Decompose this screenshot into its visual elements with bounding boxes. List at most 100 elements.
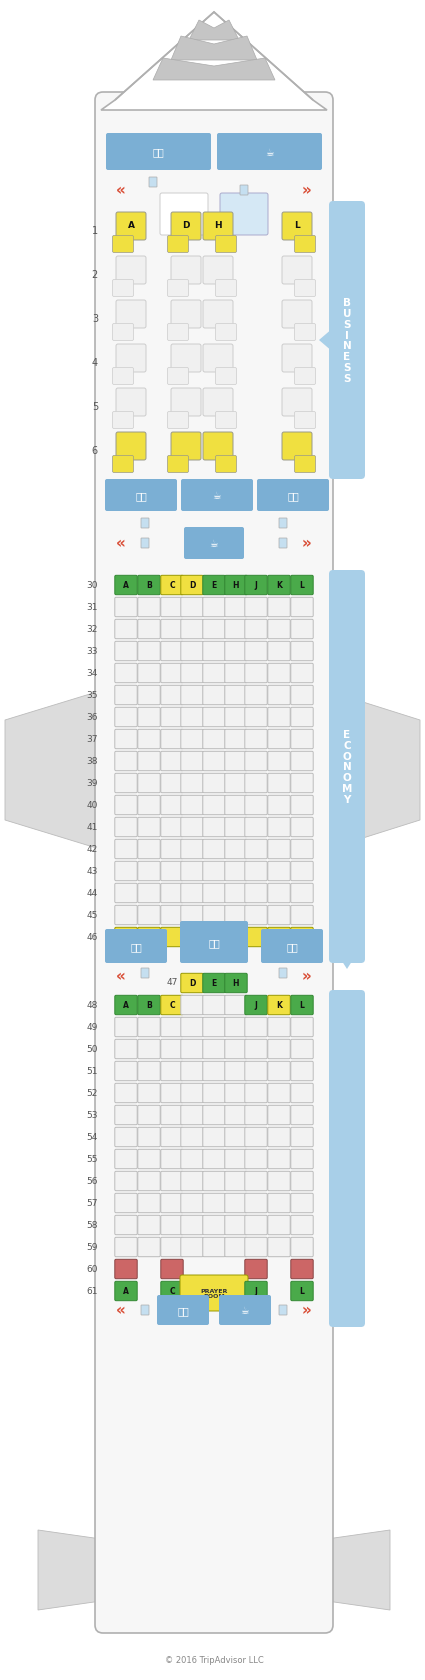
FancyBboxPatch shape [167, 412, 189, 430]
FancyBboxPatch shape [181, 840, 203, 858]
Text: 33: 33 [87, 647, 98, 657]
Text: «: « [116, 1302, 126, 1317]
FancyBboxPatch shape [105, 929, 167, 963]
FancyBboxPatch shape [167, 324, 189, 341]
Text: K: K [276, 1001, 282, 1010]
Text: D: D [189, 581, 195, 590]
Text: 48: 48 [87, 1001, 98, 1010]
FancyBboxPatch shape [141, 968, 149, 978]
Polygon shape [208, 220, 220, 239]
FancyBboxPatch shape [268, 1193, 290, 1213]
FancyBboxPatch shape [161, 906, 183, 926]
FancyBboxPatch shape [203, 213, 233, 240]
FancyBboxPatch shape [203, 996, 225, 1015]
FancyBboxPatch shape [157, 1295, 209, 1326]
FancyBboxPatch shape [203, 840, 225, 858]
FancyBboxPatch shape [115, 598, 137, 617]
FancyBboxPatch shape [203, 774, 225, 793]
FancyBboxPatch shape [291, 818, 313, 837]
Text: »: » [302, 1302, 312, 1317]
FancyBboxPatch shape [215, 324, 236, 341]
Text: 56: 56 [87, 1176, 98, 1186]
FancyBboxPatch shape [240, 186, 248, 197]
FancyBboxPatch shape [171, 433, 201, 460]
Text: L: L [300, 1001, 304, 1010]
Text: ⛺⛺: ⛺⛺ [130, 941, 142, 951]
FancyBboxPatch shape [282, 301, 312, 329]
FancyBboxPatch shape [181, 862, 203, 882]
FancyBboxPatch shape [215, 237, 236, 254]
FancyBboxPatch shape [291, 1062, 313, 1080]
FancyBboxPatch shape [268, 729, 290, 749]
Text: 44: 44 [87, 889, 98, 899]
FancyBboxPatch shape [291, 840, 313, 858]
Text: 36: 36 [87, 712, 98, 722]
FancyBboxPatch shape [203, 344, 233, 373]
FancyBboxPatch shape [181, 1149, 203, 1169]
FancyBboxPatch shape [203, 1127, 225, 1147]
FancyBboxPatch shape [268, 1018, 290, 1037]
Text: C: C [169, 1001, 175, 1010]
FancyBboxPatch shape [181, 774, 203, 793]
FancyBboxPatch shape [203, 1084, 225, 1104]
Text: H: H [233, 979, 239, 988]
FancyBboxPatch shape [245, 598, 267, 617]
FancyBboxPatch shape [115, 927, 137, 948]
FancyBboxPatch shape [115, 1105, 137, 1126]
FancyBboxPatch shape [203, 1149, 225, 1169]
FancyBboxPatch shape [291, 927, 313, 948]
FancyBboxPatch shape [161, 1282, 183, 1300]
FancyBboxPatch shape [115, 576, 137, 595]
FancyBboxPatch shape [113, 281, 133, 297]
FancyBboxPatch shape [138, 774, 160, 793]
FancyBboxPatch shape [181, 729, 203, 749]
FancyBboxPatch shape [171, 344, 201, 373]
FancyBboxPatch shape [203, 1171, 225, 1191]
FancyBboxPatch shape [138, 1238, 160, 1257]
Text: 50: 50 [87, 1045, 98, 1053]
Text: 42: 42 [87, 845, 98, 853]
Text: 34: 34 [87, 669, 98, 679]
FancyBboxPatch shape [295, 457, 315, 474]
FancyBboxPatch shape [282, 388, 312, 417]
FancyBboxPatch shape [291, 685, 313, 706]
Polygon shape [333, 948, 361, 969]
FancyBboxPatch shape [181, 796, 203, 815]
Polygon shape [171, 37, 257, 60]
FancyBboxPatch shape [116, 388, 146, 417]
FancyBboxPatch shape [138, 576, 160, 595]
FancyBboxPatch shape [161, 1062, 183, 1080]
FancyBboxPatch shape [225, 862, 247, 882]
Polygon shape [208, 265, 220, 282]
FancyBboxPatch shape [295, 237, 315, 254]
FancyBboxPatch shape [245, 707, 267, 727]
FancyBboxPatch shape [115, 1062, 137, 1080]
FancyBboxPatch shape [138, 753, 160, 771]
FancyBboxPatch shape [180, 921, 248, 963]
FancyBboxPatch shape [257, 480, 329, 512]
Text: 53: 53 [87, 1110, 98, 1121]
FancyBboxPatch shape [291, 576, 313, 595]
Text: 39: 39 [87, 780, 98, 788]
FancyBboxPatch shape [115, 1238, 137, 1257]
Text: C: C [169, 581, 175, 590]
FancyBboxPatch shape [291, 620, 313, 640]
FancyBboxPatch shape [116, 213, 146, 240]
FancyBboxPatch shape [245, 620, 267, 640]
FancyBboxPatch shape [181, 1193, 203, 1213]
FancyBboxPatch shape [181, 685, 203, 706]
FancyBboxPatch shape [245, 1127, 267, 1147]
FancyBboxPatch shape [245, 1040, 267, 1058]
FancyBboxPatch shape [279, 519, 287, 529]
FancyBboxPatch shape [329, 571, 365, 963]
FancyBboxPatch shape [203, 1040, 225, 1058]
FancyBboxPatch shape [167, 368, 189, 385]
FancyBboxPatch shape [161, 642, 183, 662]
FancyBboxPatch shape [225, 840, 247, 858]
FancyBboxPatch shape [203, 818, 225, 837]
FancyBboxPatch shape [138, 818, 160, 837]
FancyBboxPatch shape [268, 1171, 290, 1191]
FancyBboxPatch shape [161, 620, 183, 640]
FancyBboxPatch shape [115, 906, 137, 926]
Text: 51: 51 [87, 1067, 98, 1075]
